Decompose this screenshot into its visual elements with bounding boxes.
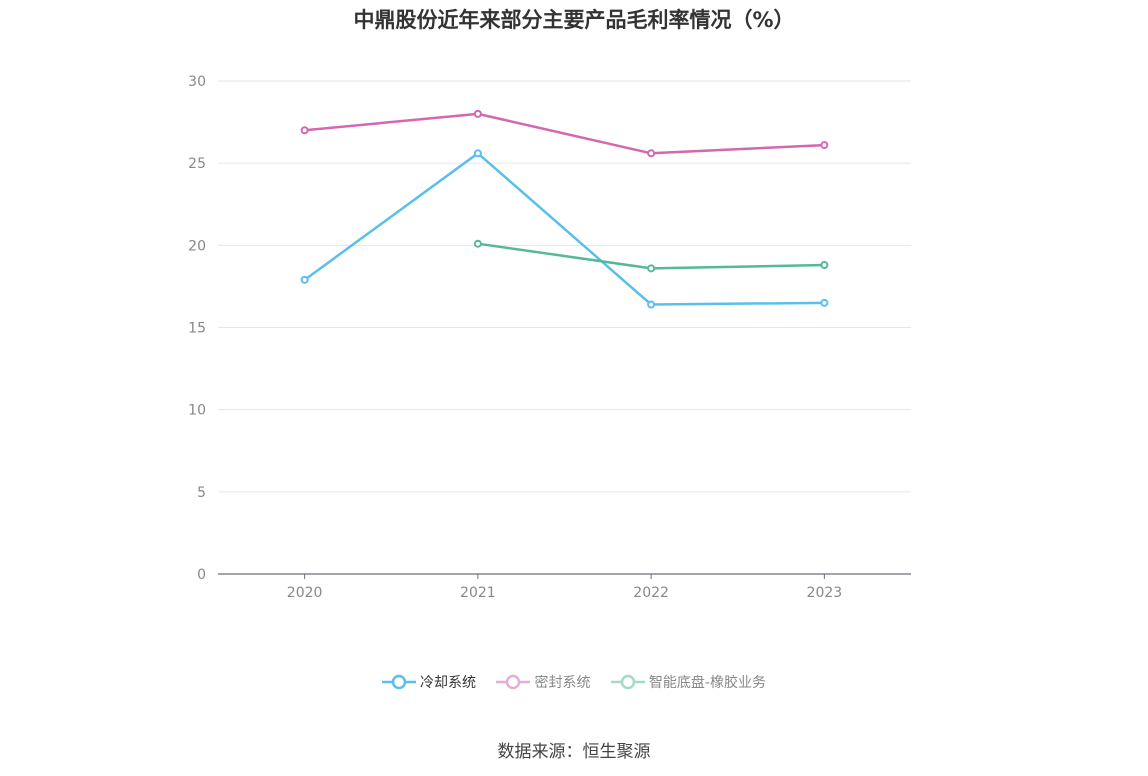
series-line-1 — [304, 112, 825, 155]
legend-item-chassis[interactable]: 智能底盘-橡胶业务 — [610, 672, 766, 692]
legend-label-sealing: 密封系统 — [534, 675, 591, 691]
x-tick-label: 2020 — [287, 585, 323, 601]
legend-label-cooling: 冷却系统 — [420, 675, 477, 691]
y-tick-label: 15 — [188, 321, 206, 337]
x-tick-label: 2023 — [807, 585, 843, 601]
data-source: 数据来源：恒生聚源 — [497, 742, 651, 762]
legend-item-sealing[interactable]: 密封系统 — [496, 672, 590, 692]
data-point — [473, 239, 482, 248]
x-tick-label: 2022 — [633, 585, 669, 601]
y-tick-label: 20 — [188, 238, 206, 254]
series-line-0 — [303, 152, 825, 306]
data-point — [820, 141, 829, 150]
data-point — [820, 261, 829, 270]
data-point — [647, 300, 656, 309]
data-point — [300, 126, 309, 135]
legend-marker-chassis-icon — [610, 674, 645, 690]
chart-title: 中鼎股份近年来部分主要产品毛利率情况（%） — [353, 8, 795, 32]
data-point — [820, 298, 829, 307]
data-point — [647, 264, 656, 273]
data-point — [300, 275, 309, 284]
y-tick-label: 30 — [188, 74, 206, 90]
y-tick-label: 10 — [188, 403, 206, 419]
y-tick-label: 5 — [197, 485, 206, 501]
chart-legend: 冷却系统 密封系统 智能底盘-橡胶业务 — [0, 672, 1148, 694]
y-tick-label: 25 — [188, 156, 206, 172]
legend-marker-cooling-icon — [382, 674, 417, 690]
legend-label-chassis: 智能底盘-橡胶业务 — [648, 675, 766, 691]
legend-item-cooling[interactable]: 冷却系统 — [382, 672, 476, 692]
legend-marker-sealing-icon — [496, 674, 531, 690]
x-tick-label: 2021 — [460, 585, 496, 601]
y-tick-label: 0 — [197, 567, 206, 583]
data-point — [647, 149, 656, 158]
line-chart: 0 5 10 15 20 25 30 2020 2021 2022 2023 — [188, 74, 911, 601]
data-point — [473, 149, 482, 158]
data-point — [473, 109, 482, 118]
